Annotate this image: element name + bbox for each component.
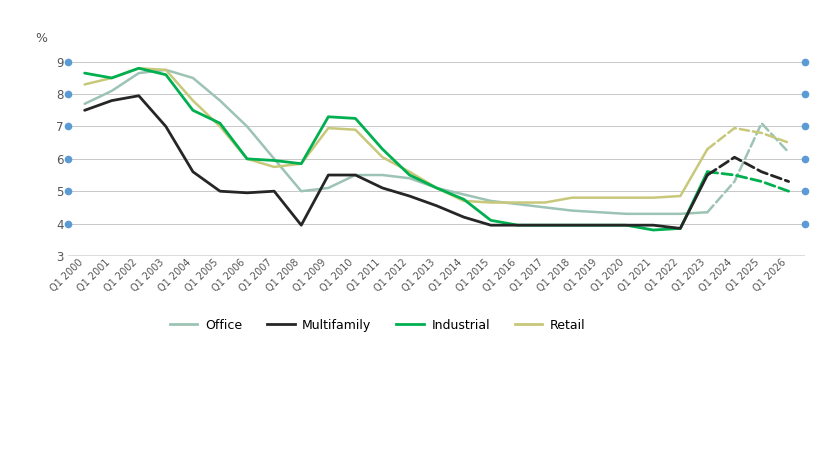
Legend: Office, Multifamily, Industrial, Retail: Office, Multifamily, Industrial, Retail — [165, 313, 591, 336]
Text: %: % — [35, 32, 47, 45]
